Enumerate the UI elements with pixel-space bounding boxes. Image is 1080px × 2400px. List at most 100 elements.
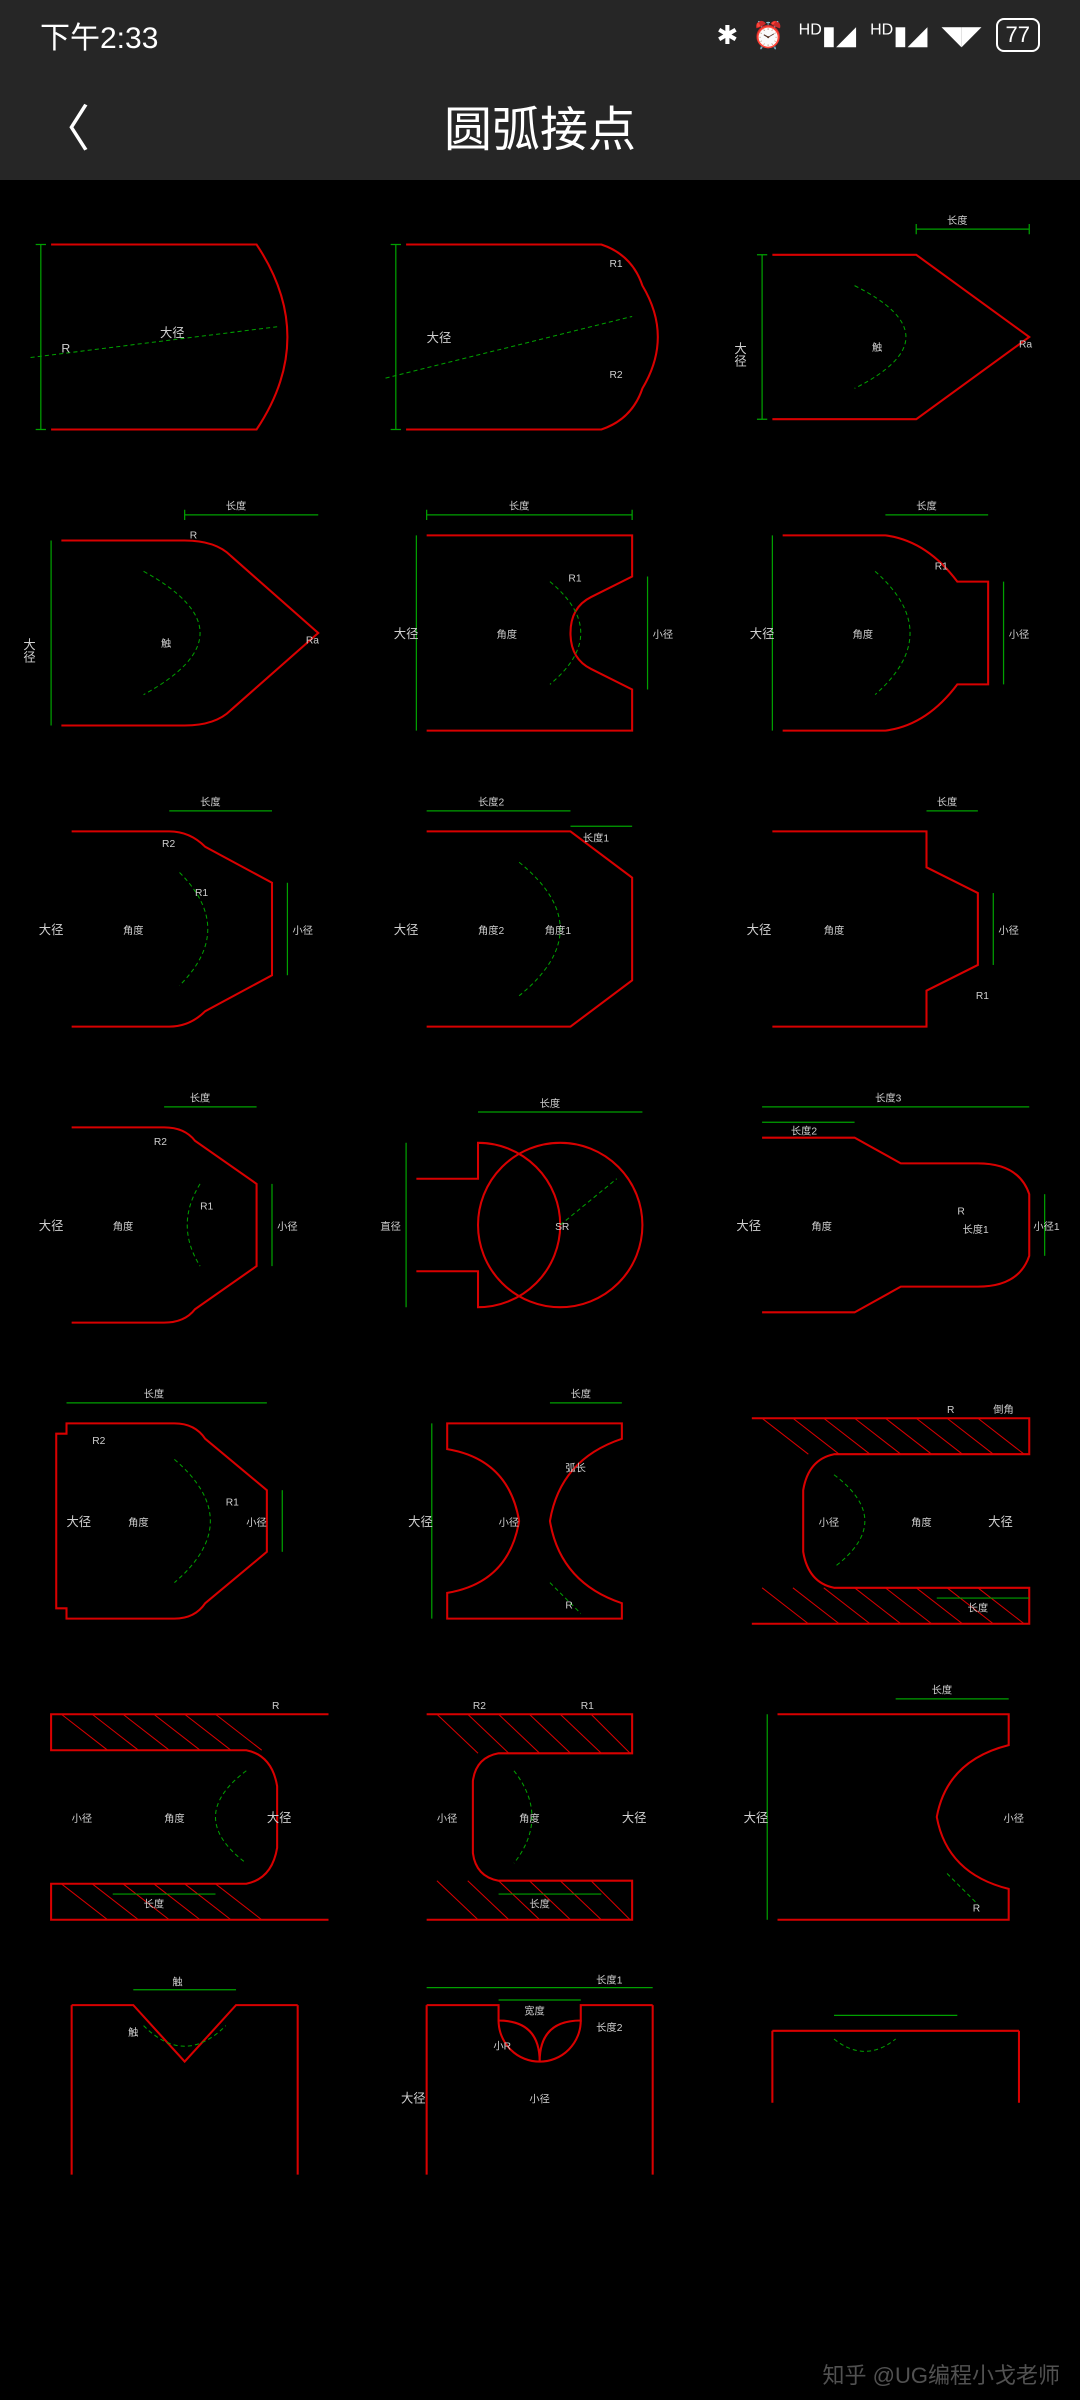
lbl: 长度1	[583, 832, 610, 845]
lbl: 角度	[823, 924, 844, 937]
back-button[interactable]: 〈	[40, 89, 90, 161]
diagram-cell[interactable]: R2 R1 小径 角度 大径 长度	[365, 1672, 714, 1962]
diagram-cell[interactable]: 触 触	[10, 1968, 359, 2258]
lbl: R1	[581, 1701, 594, 1712]
lbl: 小径	[530, 2093, 551, 2106]
lbl: 小R	[494, 2040, 512, 2052]
lbl: 触	[172, 1976, 182, 1989]
diagram-cell[interactable]: 长度3 长度2 大径 角度 R 长度1 小径1	[721, 1080, 1070, 1370]
lbl: 大径	[622, 1811, 647, 1825]
lbl: 大径	[39, 923, 64, 937]
diagram-cell[interactable]: R 大径	[10, 192, 359, 482]
lbl: 角度	[852, 628, 873, 641]
lbl: 角度	[911, 1516, 932, 1529]
nav-bar: 〈 圆弧接点	[0, 70, 1080, 180]
lbl: 长度	[190, 1092, 211, 1105]
lbl: 小径	[1003, 1812, 1024, 1825]
diagram-cell[interactable]: 长度 大径 角度 小径 R1	[721, 784, 1070, 1074]
lbl: R1	[934, 561, 947, 572]
diagram-cell[interactable]: 长度 大径 R1 角度 小径	[365, 488, 714, 778]
lbl: R1	[200, 1202, 213, 1213]
diagram-cell[interactable]: R 小径 角度 大径 长度	[10, 1672, 359, 1962]
lbl: 大径	[267, 1811, 292, 1825]
diagram-cell[interactable]: 长度 R2 R1 大径 角度 小径	[10, 784, 359, 1074]
lbl: 角度	[128, 1516, 149, 1529]
lbl: 角度	[164, 1812, 185, 1825]
lbl: 长度	[530, 1897, 551, 1910]
signal-1-icon: HD▮◢	[799, 20, 856, 51]
lbl: 小径	[246, 1516, 267, 1529]
diagram-cell[interactable]: 长度 弧长 大径 小径 R	[365, 1376, 714, 1666]
lbl: 小径	[1008, 628, 1029, 641]
lbl: 长度	[916, 500, 937, 513]
alarm-icon: ⏰	[752, 20, 784, 51]
lbl: 角度	[113, 1220, 134, 1233]
lbl: R2	[162, 839, 175, 850]
diagram-cell[interactable]: R1 R2 大径	[365, 192, 714, 482]
lbl: 长度	[144, 1897, 165, 1910]
lbl: 小径	[72, 1812, 93, 1825]
lbl: R	[61, 341, 70, 355]
lbl: 大径	[67, 1515, 92, 1529]
lbl: 角度	[497, 628, 518, 641]
lbl: SR	[555, 1222, 569, 1233]
lbl: R1	[610, 259, 623, 270]
lbl: R2	[154, 1137, 167, 1148]
lbl: 小径	[653, 628, 674, 641]
lbl: 小径	[277, 1220, 298, 1233]
lbl: 长度	[509, 500, 530, 513]
diagram-cell[interactable]: 长度2 长度1 大径 角度2 角度1	[365, 784, 714, 1074]
lbl: 长度	[226, 500, 247, 513]
lbl: 长度2	[597, 2021, 624, 2034]
diagram-cell[interactable]: 长度 大径 触 Ra	[721, 192, 1070, 482]
lbl: R2	[610, 370, 623, 381]
bluetooth-icon: ✱	[717, 20, 739, 51]
lbl: 角度	[123, 924, 144, 937]
lbl: 大径	[746, 923, 771, 937]
diagram-cell[interactable]	[721, 1968, 1070, 2258]
lbl: 长度3	[875, 1092, 902, 1105]
lbl: 大径	[732, 342, 746, 367]
lbl: R1	[975, 991, 988, 1002]
lbl: 长度	[200, 796, 221, 809]
lbl: 大径	[427, 331, 452, 345]
diagram-cell[interactable]: 长度 直径 SR	[365, 1080, 714, 1370]
content: R 大径 R1 R2 大径 长度 大径 触 Ra 长度 R 大径 触 Ra 长度…	[0, 180, 1080, 2400]
status-bar: 下午2:33 ✱ ⏰ HD▮◢ HD▮◢ ◥◤ 77	[0, 0, 1080, 70]
lbl: 大径	[401, 2092, 426, 2106]
diagram-cell[interactable]: 长度 R 大径 触 Ra	[10, 488, 359, 778]
lbl: 倒角	[993, 1404, 1014, 1416]
lbl: 小径	[818, 1516, 839, 1529]
lbl: 长度1	[962, 1223, 989, 1236]
lbl: 角度2	[478, 924, 505, 937]
lbl: 大径	[394, 923, 419, 937]
lbl: 大径	[394, 627, 419, 641]
diagram-cell[interactable]: 长度 大径 R1 角度 小径	[721, 488, 1070, 778]
lbl: 角度	[811, 1220, 832, 1233]
lbl: Ra	[306, 635, 319, 646]
lbl: 大径	[988, 1515, 1013, 1529]
status-time: 下午2:33	[40, 13, 158, 57]
diagram-cell[interactable]: 长度 大径 小径 R	[721, 1672, 1070, 1962]
lbl: R	[957, 1207, 964, 1218]
lbl: 大径	[21, 638, 35, 663]
lbl: 大径	[160, 326, 185, 340]
diagram-cell[interactable]: 长度 R2 R1 大径 角度 小径	[10, 1376, 359, 1666]
lbl: 小径	[437, 1812, 458, 1825]
lbl: 大径	[736, 1219, 761, 1233]
lbl: R	[190, 530, 197, 541]
lbl: R2	[473, 1701, 486, 1712]
lbl: 大径	[39, 1219, 64, 1233]
lbl: 小径	[293, 924, 314, 937]
page-title: 圆弧接点	[0, 90, 1080, 160]
lbl: 长度2	[791, 1125, 818, 1138]
lbl: 直径	[381, 1220, 402, 1233]
lbl: 触	[159, 637, 171, 648]
status-right: ✱ ⏰ HD▮◢ HD▮◢ ◥◤ 77	[717, 18, 1041, 52]
lbl: 触	[869, 341, 881, 352]
diagram-cell[interactable]: R 倒角 小径 角度 大径 长度	[721, 1376, 1070, 1666]
lbl: 触	[128, 2026, 138, 2039]
diagram-cell[interactable]: 长度1 宽度 小R 长度2 大径 小径	[365, 1968, 714, 2258]
diagram-cell[interactable]: 长度 R2 R1 大径 角度 小径	[10, 1080, 359, 1370]
diagram-grid: R 大径 R1 R2 大径 长度 大径 触 Ra 长度 R 大径 触 Ra 长度…	[0, 180, 1080, 2270]
